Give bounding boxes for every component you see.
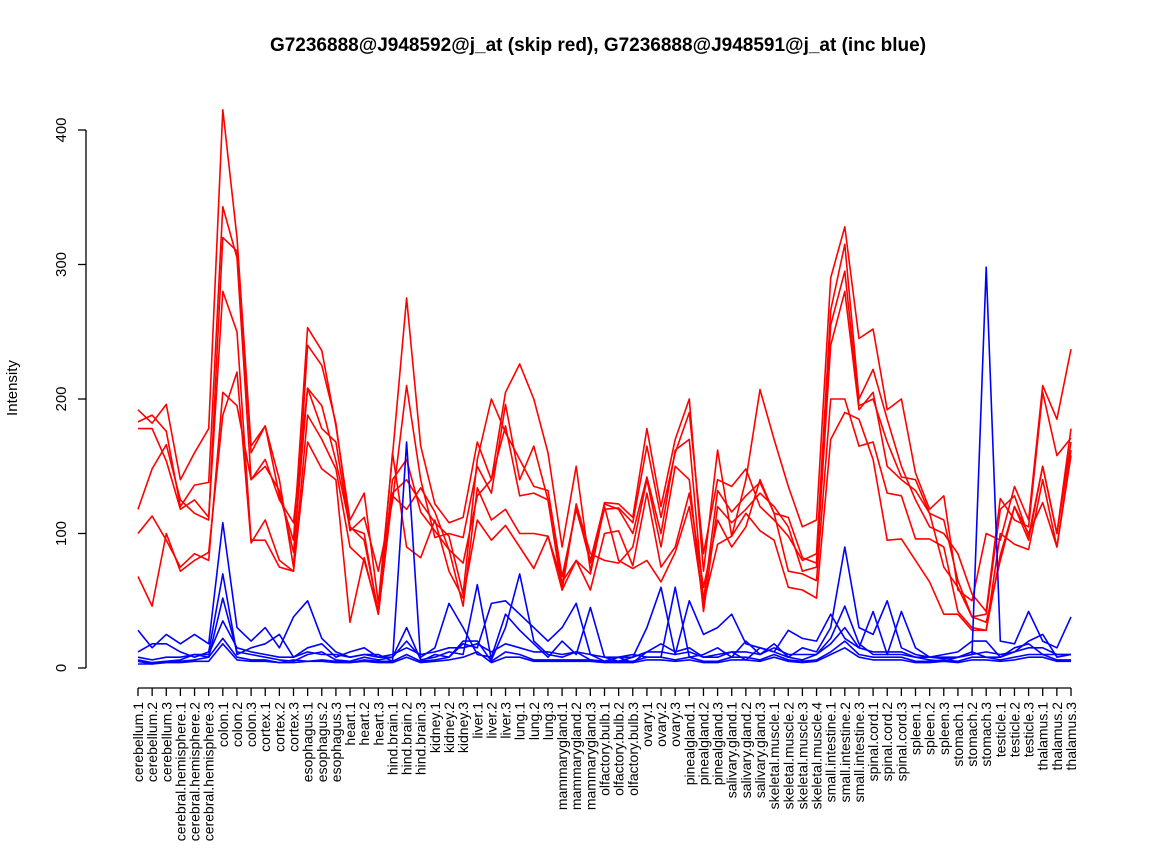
x-tick-label: cerebellum.3 <box>158 702 174 782</box>
x-tick-label: esophagus.1 <box>300 702 316 782</box>
x-tick-label: spinal.cord.1 <box>865 702 881 782</box>
x-tick-label: hind.brain.3 <box>413 702 429 775</box>
x-tick-label: kidney.1 <box>427 702 443 753</box>
x-tick-label: cortex.3 <box>286 702 302 752</box>
x-tick-label: lung.3 <box>540 702 556 740</box>
x-tick-label: salivary.gland.1 <box>724 702 740 798</box>
x-tick-label: thalamus.3 <box>1063 702 1079 771</box>
x-tick-label: spinal.cord.3 <box>893 702 909 782</box>
x-tick-label: thalamus.2 <box>1049 702 1065 771</box>
y-axis-label: Intensity <box>4 360 21 416</box>
x-tick-label: ovary.1 <box>639 702 655 747</box>
chart-title: G7236888@J948592@j_at (skip red), G72368… <box>270 35 926 56</box>
x-tick-label: testicle.1 <box>992 702 1008 757</box>
x-axis: cerebellum.1cerebellum.2cerebellum.3cere… <box>130 687 1079 842</box>
x-tick-label: stomach.3 <box>978 702 994 767</box>
x-tick-label: lung.2 <box>526 702 542 740</box>
x-tick-label: heart.2 <box>356 702 372 746</box>
series-layer <box>137 109 1072 665</box>
x-tick-label: kidney.3 <box>455 702 471 753</box>
x-tick-label: cerebral.hemisphere.3 <box>201 702 217 842</box>
x-tick-label: pinealgland.1 <box>681 702 697 786</box>
y-tick-label: 300 <box>53 252 70 277</box>
x-tick-label: cerebellum.1 <box>130 702 146 782</box>
x-tick-label: liver.1 <box>469 702 485 739</box>
x-tick-label: small.intestine.3 <box>851 702 867 803</box>
x-tick-label: skeletal.muscle.4 <box>809 702 825 810</box>
x-tick-label: olfactory.bulb.2 <box>611 702 627 796</box>
x-tick-label: stomach.2 <box>964 702 980 767</box>
series-line-inc-10 <box>137 637 1071 665</box>
x-tick-label: testicle.3 <box>1021 702 1037 757</box>
x-tick-label: spleen.1 <box>908 702 924 755</box>
y-tick-label: 200 <box>53 386 70 411</box>
x-tick-label: pinealgland.2 <box>695 702 711 786</box>
x-tick-label: liver.2 <box>483 702 499 739</box>
x-tick-label: stomach.1 <box>950 702 966 767</box>
x-tick-label: heart.3 <box>370 702 386 746</box>
x-tick-label: esophagus.2 <box>314 702 330 782</box>
x-tick-label: pinealgland.3 <box>710 702 726 786</box>
x-tick-label: skeletal.muscle.1 <box>766 702 782 810</box>
x-tick-label: skeletal.muscle.3 <box>794 702 810 810</box>
x-tick-label: mammarygland.1 <box>554 702 570 810</box>
x-tick-label: hind.brain.2 <box>399 702 415 775</box>
x-tick-label: heart.1 <box>342 702 358 746</box>
x-tick-label: ovary.2 <box>653 702 669 747</box>
x-tick-label: cerebral.hemisphere.1 <box>172 702 188 842</box>
x-tick-label: skeletal.muscle.2 <box>780 702 796 810</box>
x-tick-label: salivary.gland.3 <box>752 702 768 798</box>
series-line-inc-11 <box>138 642 1071 665</box>
x-tick-label: cerebral.hemisphere.2 <box>187 702 203 842</box>
x-tick-label: spinal.cord.2 <box>879 702 895 782</box>
x-tick-label: colon.2 <box>229 702 245 747</box>
x-tick-label: spleen.2 <box>922 702 938 755</box>
series-line-skip-2 <box>137 205 1072 613</box>
y-tick-label: 0 <box>53 664 70 672</box>
x-tick-label: kidney.2 <box>441 702 457 753</box>
series-line-skip-4 <box>137 290 1072 624</box>
x-tick-label: small.intestine.2 <box>837 702 853 803</box>
x-tick-label: testicle.2 <box>1006 702 1022 757</box>
x-tick-label: salivary.gland.2 <box>738 702 754 798</box>
y-axis: 0 100 200 300 400 <box>53 117 87 672</box>
x-tick-label: lung.1 <box>512 702 528 740</box>
series-line-inc-9 <box>137 573 1072 664</box>
x-tick-label: spleen.3 <box>936 702 952 755</box>
series-line-skip-6 <box>138 290 1072 632</box>
x-tick-label: hind.brain.1 <box>384 702 400 775</box>
series-line-inc-7 <box>137 266 1072 663</box>
x-tick-label: olfactory.bulb.1 <box>597 702 613 796</box>
x-tick-label: liver.3 <box>498 702 514 739</box>
x-tick-label: cortex.2 <box>271 702 287 752</box>
series-line-inc-12 <box>137 620 1071 661</box>
y-tick-label: 100 <box>53 521 70 546</box>
x-tick-label: cortex.1 <box>257 702 273 752</box>
y-tick-label: 400 <box>53 117 70 142</box>
x-tick-label: cerebellum.2 <box>144 702 160 782</box>
series-line-skip-5 <box>137 371 1072 632</box>
x-tick-label: colon.1 <box>215 702 231 747</box>
series-line-skip-1 <box>137 109 1072 605</box>
x-tick-label: thalamus.1 <box>1035 702 1051 771</box>
x-tick-label: colon.3 <box>243 702 259 747</box>
x-tick-label: small.intestine.1 <box>823 702 839 803</box>
x-tick-label: ovary.3 <box>667 702 683 747</box>
x-tick-label: olfactory.bulb.3 <box>625 702 641 796</box>
x-tick-label: mammarygland.2 <box>568 702 584 810</box>
x-tick-label: mammarygland.3 <box>582 702 598 810</box>
x-tick-label: esophagus.3 <box>328 702 344 782</box>
